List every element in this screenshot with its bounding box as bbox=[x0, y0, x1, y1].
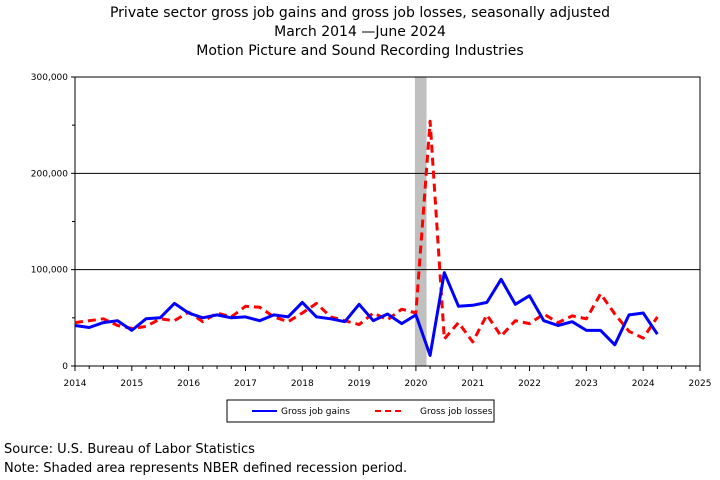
x-tick-label: 2023 bbox=[575, 379, 598, 389]
gross-job-gains-line bbox=[74, 271, 659, 357]
source-note: Source: U.S. Bureau of Labor Statistics bbox=[4, 442, 255, 457]
y-tick-label: 0 bbox=[62, 362, 68, 372]
x-tick-label: 2020 bbox=[404, 379, 427, 389]
x-tick-label: 2018 bbox=[291, 379, 314, 389]
gross-job-losses-line bbox=[74, 119, 659, 344]
plot-frame bbox=[74, 76, 701, 367]
chart: 0 100,000 200,000 300,000 2014 2015 2016 2017 20… bbox=[31, 73, 712, 423]
y-tick-label: 100,000 bbox=[31, 266, 68, 276]
x-tick-label: 2015 bbox=[120, 379, 143, 389]
legend-box bbox=[226, 399, 495, 423]
x-tick-label: 2024 bbox=[632, 379, 655, 389]
recession-note: Note: Shaded area represents NBER define… bbox=[4, 461, 408, 476]
y-tick-label: 200,000 bbox=[31, 169, 68, 179]
x-tick-label: 2021 bbox=[461, 379, 484, 389]
recession-shade bbox=[414, 77, 427, 366]
chart-subtitle-period: March 2014 —June 2024 bbox=[274, 24, 446, 40]
legend-label-losses: Gross job losses bbox=[420, 407, 493, 417]
y-tick-label: 300,000 bbox=[31, 73, 68, 83]
x-tick-label: 2022 bbox=[518, 379, 541, 389]
x-tick-label: 2016 bbox=[177, 379, 200, 389]
x-tick-label: 2017 bbox=[234, 379, 257, 389]
chart-title: Private sector gross job gains and gross… bbox=[109, 5, 611, 21]
x-tick-label: 2019 bbox=[348, 379, 371, 389]
x-tick-label: 2014 bbox=[64, 379, 87, 389]
x-tick-label: 2025 bbox=[689, 379, 712, 389]
chart-subtitle-industry: Motion Picture and Sound Recording Indus… bbox=[196, 43, 524, 59]
legend-label-gains: Gross job gains bbox=[281, 407, 350, 417]
